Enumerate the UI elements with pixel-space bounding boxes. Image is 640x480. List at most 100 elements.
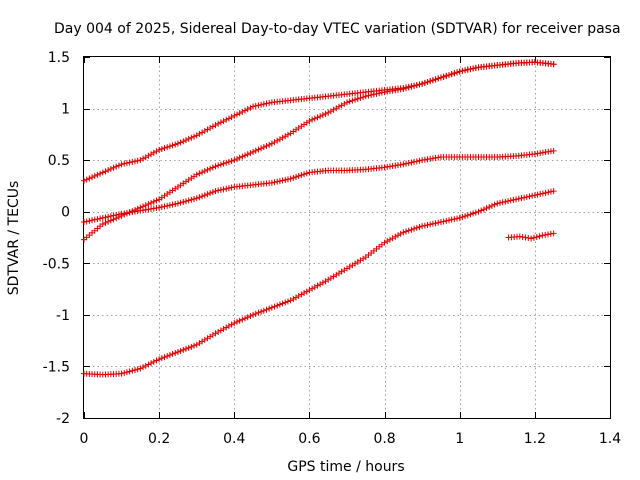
data-point (301, 171, 308, 178)
data-point (217, 327, 224, 334)
data-point (534, 191, 541, 198)
data-point (494, 200, 501, 207)
data-point (295, 173, 302, 180)
data-point (408, 159, 415, 166)
data-point (223, 185, 230, 192)
data-point (207, 125, 214, 132)
data-point (174, 200, 181, 207)
data-point (456, 68, 463, 75)
data-point (225, 158, 232, 165)
data-point (244, 314, 251, 321)
data-point (145, 201, 152, 208)
data-point (113, 211, 120, 218)
data-point (242, 152, 249, 159)
data-point (445, 217, 452, 224)
data-point (542, 231, 549, 238)
data-point (158, 203, 165, 210)
data-point (188, 343, 195, 350)
data-point (199, 129, 206, 136)
data-point (542, 189, 549, 196)
data-point (177, 347, 184, 354)
data-point (443, 217, 450, 224)
data-point (174, 140, 181, 147)
data-point (333, 105, 340, 112)
data-point (153, 197, 160, 204)
data-marks (81, 59, 557, 378)
data-point (330, 106, 337, 113)
x-tick-label: 0.6 (298, 431, 320, 447)
data-point (303, 170, 310, 177)
data-point (400, 229, 407, 236)
data-point (250, 148, 257, 155)
data-point (188, 134, 195, 141)
data-point (191, 133, 198, 140)
data-point (220, 186, 227, 193)
data-point (107, 165, 114, 172)
data-point (411, 225, 418, 232)
data-point (467, 66, 474, 73)
series-satellite-5 (505, 230, 557, 242)
data-point (518, 195, 525, 202)
data-point (413, 158, 420, 165)
data-point (419, 223, 426, 230)
data-point (545, 231, 552, 238)
data-point (83, 176, 90, 183)
data-point (247, 313, 254, 320)
data-point (105, 167, 112, 174)
data-point (403, 160, 410, 167)
data-point (121, 369, 128, 376)
data-point (523, 193, 530, 200)
data-point (150, 358, 157, 365)
data-point (223, 159, 230, 166)
data-point (470, 65, 477, 72)
data-point (217, 119, 224, 126)
data-point (282, 299, 289, 306)
data-point (236, 154, 243, 161)
data-point (427, 78, 434, 85)
data-point (550, 61, 557, 68)
data-point (134, 157, 141, 164)
data-point (107, 213, 114, 220)
data-point (97, 170, 104, 177)
data-point (376, 90, 383, 97)
data-point (110, 212, 117, 219)
y-tick-label: 1 (61, 102, 70, 118)
data-point (239, 316, 246, 323)
data-point (121, 160, 128, 167)
data-point (429, 220, 436, 227)
data-point (123, 369, 130, 376)
data-point (344, 99, 350, 106)
data-point (225, 115, 232, 122)
data-point (421, 222, 428, 229)
data-point (537, 191, 544, 198)
data-point (435, 219, 442, 226)
x-tick-label: 0 (80, 431, 89, 447)
data-point (311, 115, 318, 122)
data-point (169, 351, 176, 358)
data-point (255, 309, 262, 316)
data-point (81, 219, 87, 226)
data-point (368, 92, 375, 99)
data-point (271, 303, 278, 310)
data-point (86, 217, 93, 224)
data-point (145, 152, 152, 159)
data-point (228, 114, 235, 121)
data-point (266, 99, 273, 106)
y-tick-label: 0.5 (48, 153, 70, 169)
data-point (252, 147, 259, 154)
data-point (263, 306, 270, 313)
data-point (515, 195, 522, 202)
data-point (172, 350, 179, 357)
data-point (193, 132, 200, 139)
data-point (437, 74, 444, 81)
data-point (260, 101, 267, 108)
data-point (357, 94, 364, 101)
data-point (440, 73, 447, 80)
data-point (166, 202, 173, 209)
data-point (421, 79, 428, 86)
data-point (325, 109, 332, 116)
series-satellite-4 (81, 188, 557, 378)
data-point (478, 207, 485, 214)
data-point (242, 107, 249, 114)
data-point (137, 365, 144, 372)
